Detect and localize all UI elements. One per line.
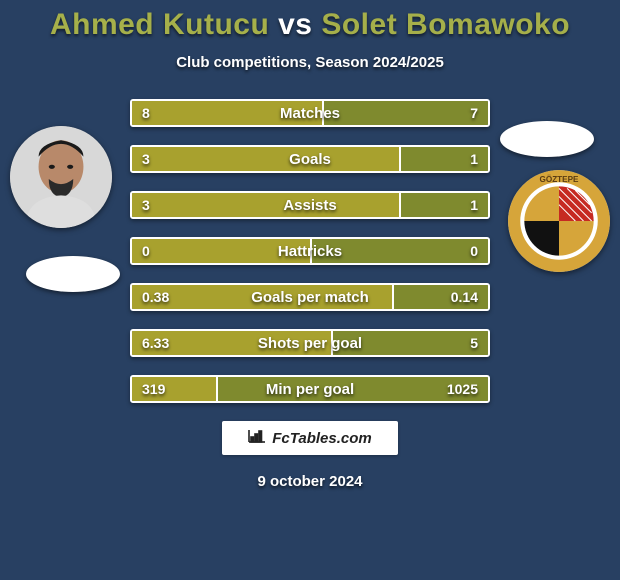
stat-label: Min per goal	[132, 377, 488, 401]
stat-row: 31Goals	[130, 145, 490, 173]
stat-label: Hattricks	[132, 239, 488, 263]
goztepe-crest-icon: GÖZTEPE	[508, 170, 610, 272]
player1-photo	[10, 126, 112, 228]
player2-team-badge	[500, 121, 594, 157]
date: 9 october 2024	[0, 473, 620, 490]
player1-team-badge	[26, 256, 120, 292]
stat-label: Assists	[132, 193, 488, 217]
title-player1: Ahmed Kutucu	[50, 8, 269, 41]
page-title: Ahmed Kutucu vs Solet Bomawoko	[0, 8, 620, 42]
comparison-card: Ahmed Kutucu vs Solet Bomawoko Club comp…	[0, 0, 620, 580]
stat-label: Shots per goal	[132, 331, 488, 355]
stat-row: 6.335Shots per goal	[130, 329, 490, 357]
stat-row: 3191025Min per goal	[130, 375, 490, 403]
stat-row: 00Hattricks	[130, 237, 490, 265]
stat-row: 87Matches	[130, 99, 490, 127]
stat-row: 31Assists	[130, 191, 490, 219]
stat-label: Matches	[132, 101, 488, 125]
subtitle: Club competitions, Season 2024/2025	[0, 54, 620, 71]
svg-text:GÖZTEPE: GÖZTEPE	[540, 174, 580, 184]
watermark-text: FcTables.com	[272, 430, 371, 447]
title-vs: vs	[278, 8, 312, 41]
stat-label: Goals	[132, 147, 488, 171]
stat-row: 0.380.14Goals per match	[130, 283, 490, 311]
title-player2: Solet Bomawoko	[321, 8, 570, 41]
watermark: FcTables.com	[222, 421, 398, 455]
player2-photo: GÖZTEPE	[508, 170, 610, 272]
stat-label: Goals per match	[132, 285, 488, 309]
stats-bars: 87Matches 31Goals 31Assists 00Hattricks 0.38…	[130, 99, 490, 403]
chart-icon	[248, 429, 266, 447]
